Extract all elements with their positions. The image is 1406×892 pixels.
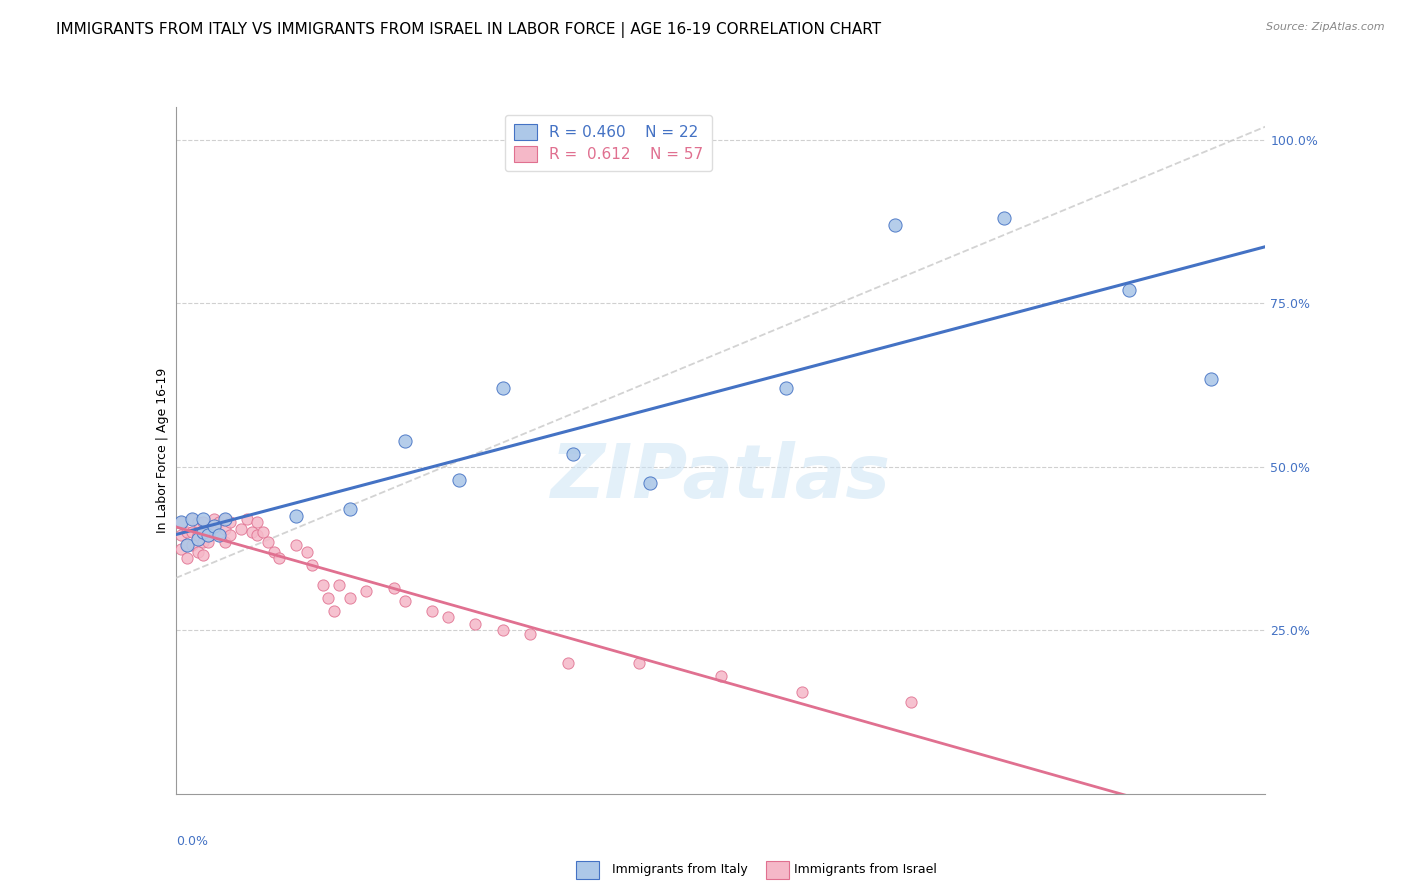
Point [301, 558, 323, 572]
Y-axis label: In Labor Force | Age 16-19: In Labor Force | Age 16-19 [156, 368, 169, 533]
Point [775, 381, 797, 395]
Point [181, 512, 204, 526]
Point [170, 528, 193, 542]
Point [382, 581, 405, 595]
Point [394, 594, 416, 608]
Point [197, 522, 219, 536]
Point [295, 545, 318, 559]
Point [328, 577, 350, 591]
Point [356, 584, 378, 599]
Point [197, 535, 219, 549]
Point [170, 516, 193, 530]
Point [900, 695, 922, 709]
Text: Immigrants from Italy: Immigrants from Italy [612, 863, 748, 876]
Point [246, 516, 269, 530]
Point [235, 512, 257, 526]
Point [993, 211, 1015, 226]
Point [492, 381, 515, 395]
Point [312, 577, 335, 591]
Point [420, 604, 443, 618]
Point [219, 516, 242, 530]
Point [492, 624, 515, 638]
Point [191, 516, 214, 530]
Point [208, 528, 231, 542]
Point [176, 538, 198, 552]
Text: Source: ZipAtlas.com: Source: ZipAtlas.com [1267, 22, 1385, 32]
Point [186, 516, 209, 530]
Point [394, 434, 416, 448]
Text: 0.0%: 0.0% [176, 835, 208, 848]
Point [627, 656, 650, 670]
Point [202, 512, 225, 526]
Point [191, 535, 214, 549]
Point [231, 522, 253, 536]
Point [170, 541, 193, 556]
Point [884, 218, 907, 232]
Point [1118, 283, 1140, 297]
Point [318, 591, 340, 605]
Point [202, 518, 225, 533]
Point [214, 512, 236, 526]
Point [519, 626, 541, 640]
Point [240, 525, 263, 540]
Point [263, 545, 285, 559]
Point [214, 512, 236, 526]
Point [176, 538, 198, 552]
Point [257, 535, 280, 549]
Point [322, 604, 344, 618]
Point [562, 447, 585, 461]
Point [1199, 371, 1222, 385]
Point [252, 525, 274, 540]
Point [339, 591, 361, 605]
Point [339, 502, 361, 516]
Point [191, 512, 214, 526]
Point [214, 535, 236, 549]
Point [214, 522, 236, 536]
Point [176, 525, 198, 540]
Point [186, 528, 209, 542]
Point [557, 656, 579, 670]
Point [181, 525, 204, 540]
Point [284, 538, 307, 552]
Point [186, 532, 209, 546]
Legend: R = 0.460    N = 22, R =  0.612    N = 57: R = 0.460 N = 22, R = 0.612 N = 57 [505, 115, 713, 171]
Point [176, 551, 198, 566]
Point [186, 545, 209, 559]
Point [197, 528, 219, 542]
Text: ZIPatlas: ZIPatlas [551, 442, 890, 515]
Point [219, 528, 242, 542]
Point [246, 528, 269, 542]
Point [202, 525, 225, 540]
Point [181, 538, 204, 552]
Point [170, 516, 193, 530]
Point [208, 528, 231, 542]
Point [638, 476, 661, 491]
Point [191, 548, 214, 562]
Point [447, 473, 470, 487]
Point [710, 669, 733, 683]
Point [269, 551, 291, 566]
Point [181, 512, 204, 526]
Point [464, 616, 486, 631]
Point [284, 508, 307, 523]
Point [437, 610, 460, 624]
Text: Immigrants from Israel: Immigrants from Israel [794, 863, 938, 876]
Point [792, 685, 814, 699]
Point [208, 516, 231, 530]
Text: IMMIGRANTS FROM ITALY VS IMMIGRANTS FROM ISRAEL IN LABOR FORCE | AGE 16-19 CORRE: IMMIGRANTS FROM ITALY VS IMMIGRANTS FROM… [56, 22, 882, 38]
Point [191, 525, 214, 540]
Point [191, 525, 214, 540]
